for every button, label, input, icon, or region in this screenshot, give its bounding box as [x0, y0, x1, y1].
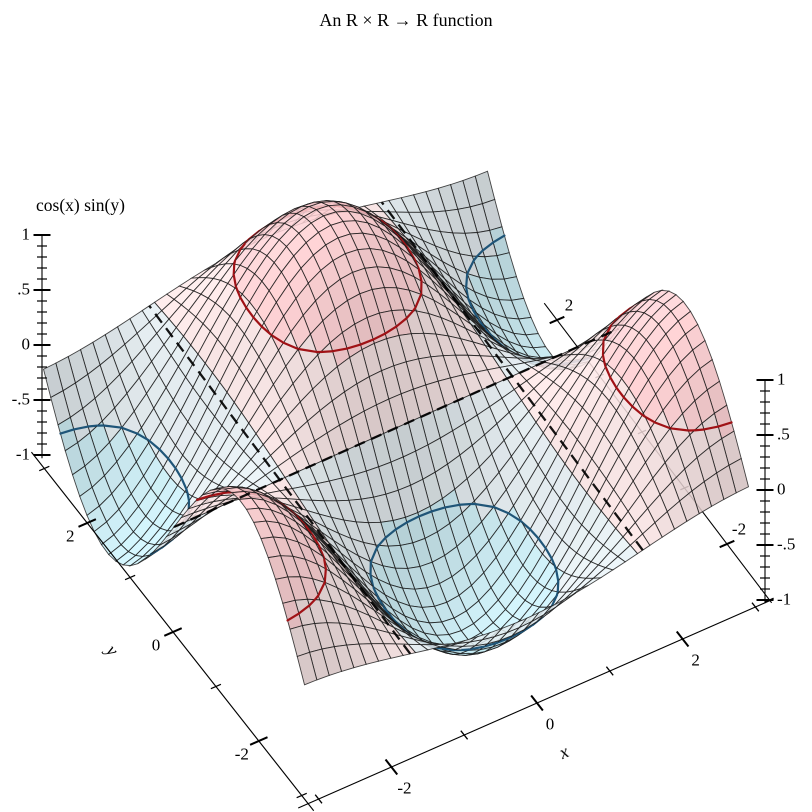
z-axis-label: cos(x) sin(y) — [36, 195, 125, 215]
plot-title: An R × R → R function — [319, 10, 493, 30]
